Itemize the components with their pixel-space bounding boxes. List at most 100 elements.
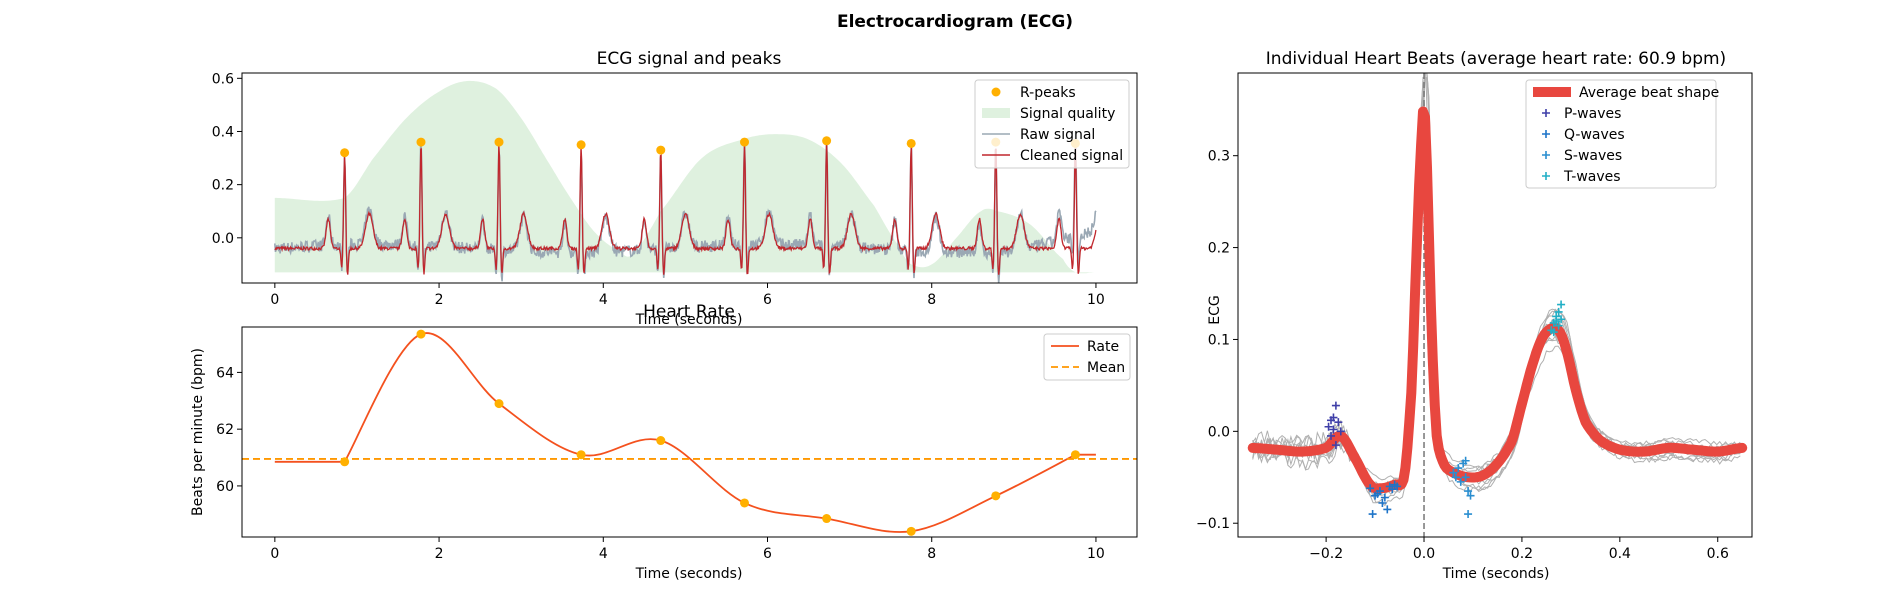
heart-rate-title: Heart Rate (643, 302, 735, 322)
individual-beat-line (1252, 148, 1741, 490)
s-wave-marker (1449, 468, 1458, 477)
heart-beats-ytick-label: 0.3 (1208, 149, 1230, 165)
heart-beats-ytick-label: 0.1 (1208, 332, 1230, 348)
s-wave-marker (1456, 477, 1465, 486)
individual-beat-line (1252, 148, 1741, 481)
heart-rate-ylabel: Beats per minute (bpm) (190, 348, 206, 516)
heart-beats-xtick-label: 0.6 (1707, 546, 1729, 562)
rate-point (1070, 450, 1080, 460)
figure-title: Electrocardiogram (ECG) (837, 12, 1073, 32)
p-wave-marker (1334, 418, 1343, 427)
legend-wave-marker (1542, 130, 1550, 138)
p-wave-marker (1329, 425, 1338, 434)
legend-wave-marker (1542, 109, 1550, 117)
s-wave-marker (1451, 473, 1460, 482)
ecg-signal-frame (241, 72, 1138, 284)
heart-rate-xtick-label: 2 (435, 546, 444, 562)
heart-rate-xtick-label: 0 (270, 546, 279, 562)
beats-legend-label: P-waves (1564, 106, 1621, 122)
ecg-legend-label: Raw signal (1020, 127, 1095, 143)
cleaned-signal-line (274, 140, 1097, 275)
beats-legend-label: T-waves (1563, 169, 1621, 185)
signal-quality-area (274, 80, 1096, 274)
heart-beats-axes: Individual Heart Beats (average heart ra… (1196, 49, 1753, 582)
heart-beats-frame (1237, 72, 1753, 538)
ecg-legend-label: Cleaned signal (1020, 148, 1123, 164)
q-wave-marker (1378, 499, 1387, 508)
t-wave-marker (1554, 321, 1563, 330)
q-wave-marker (1393, 482, 1402, 491)
r-peak-point (906, 138, 916, 148)
heart-beats-xlabel: Time (seconds) (1442, 566, 1550, 582)
rate-point (991, 491, 1001, 501)
average-beat-line (1247, 106, 1748, 494)
heart-rate-frame (241, 326, 1138, 538)
beats-legend-box (1525, 79, 1717, 189)
heart-beats-xtick-label: −0.2 (1309, 546, 1343, 562)
heart-beats-ylabel: ECG (1207, 295, 1223, 324)
heart-rate-ytick-label: 60 (216, 479, 234, 495)
rate-point (494, 399, 504, 409)
heart-beats-ytick-label: 0.2 (1208, 241, 1230, 257)
s-wave-marker (1464, 487, 1473, 496)
heart-beats-xtick-label: 0.2 (1511, 546, 1533, 562)
ecg-signal-ytick-label: 0.4 (212, 124, 234, 140)
heart-beats-legend: Average beat shape P-waves Q-waves S-waves T… (1525, 79, 1719, 189)
ecg-signal-xtick-label: 4 (599, 292, 608, 308)
beats-legend-label: S-waves (1564, 148, 1622, 164)
p-wave-marker (1327, 431, 1336, 440)
heart-beats-plot-area: −0.2 0.0 0.2 0.4 0.6 −0.1 0.0 0.1 0.2 0.3 (1196, 72, 1753, 562)
s-wave-marker (1466, 491, 1475, 500)
q-wave-marker (1368, 510, 1377, 519)
t-wave-marker (1557, 300, 1566, 309)
heart-beats-xtick-label: 0.0 (1413, 546, 1435, 562)
q-wave-marker (1388, 485, 1397, 494)
rate-line (274, 332, 1096, 533)
r-peak-point (822, 136, 832, 146)
heart-rate-xlabel: Time (seconds) (635, 566, 743, 582)
heart-rate-ytick-label: 62 (216, 422, 234, 438)
s-wave-marker (1461, 456, 1470, 465)
q-wave-marker (1380, 493, 1389, 502)
r-peak-point (656, 145, 666, 155)
heart-rate-plot-area: 0 2 4 6 8 10 60 62 64 (216, 326, 1138, 562)
p-wave-marker (1331, 401, 1340, 410)
rate-point (576, 450, 586, 460)
ecg-signal-xtick-label: 8 (927, 292, 936, 308)
ecg-legend-box (974, 79, 1130, 169)
p-wave-marker (1329, 413, 1338, 422)
t-wave-marker (1549, 328, 1558, 337)
q-wave-marker (1383, 505, 1392, 514)
heart-beats-ytick-label: 0.0 (1208, 424, 1230, 440)
s-wave-marker (1461, 473, 1470, 482)
r-peak-point (416, 137, 426, 147)
ecg-signal-xtick-label: 2 (435, 292, 444, 308)
beats-legend-label: Q-waves (1564, 127, 1625, 143)
legend-signal-quality-swatch (982, 108, 1010, 118)
rate-point (740, 498, 750, 508)
individual-beat-line (1252, 73, 1741, 496)
ecg-signal-xtick-label: 10 (1087, 292, 1105, 308)
ecg-signal-plot-area: 0 2 4 6 8 10 0.0 0.2 0.4 0.6 (212, 71, 1138, 308)
heart-beats-ytick-label: −0.1 (1196, 516, 1230, 532)
ecg-signal-ytick-label: 0.6 (212, 71, 234, 87)
ecg-signal-xlabel: Time (seconds) (635, 312, 743, 328)
heart-beats-title: Individual Heart Beats (average heart ra… (1266, 49, 1726, 69)
ecg-signal-title: ECG signal and peaks (597, 49, 782, 69)
q-wave-marker (1373, 489, 1382, 498)
ecg-legend-label: Signal quality (1020, 106, 1115, 122)
heart-rate-legend: Rate Mean (1043, 333, 1131, 381)
heart-rate-xtick-label: 8 (927, 546, 936, 562)
legend-r-peaks-marker (991, 87, 1001, 97)
r-peak-point (576, 140, 586, 150)
rate-point (906, 526, 916, 536)
s-wave-marker (1454, 464, 1463, 473)
rate-point (416, 329, 426, 339)
rate-point (822, 514, 832, 524)
mean-legend-label: Mean (1087, 360, 1125, 376)
ecg-legend-label: R-peaks (1020, 85, 1076, 101)
ecg-signal-axes: ECG signal and peaks Time (seconds) 0 2 4 6… (212, 49, 1138, 328)
p-wave-marker (1324, 422, 1333, 431)
